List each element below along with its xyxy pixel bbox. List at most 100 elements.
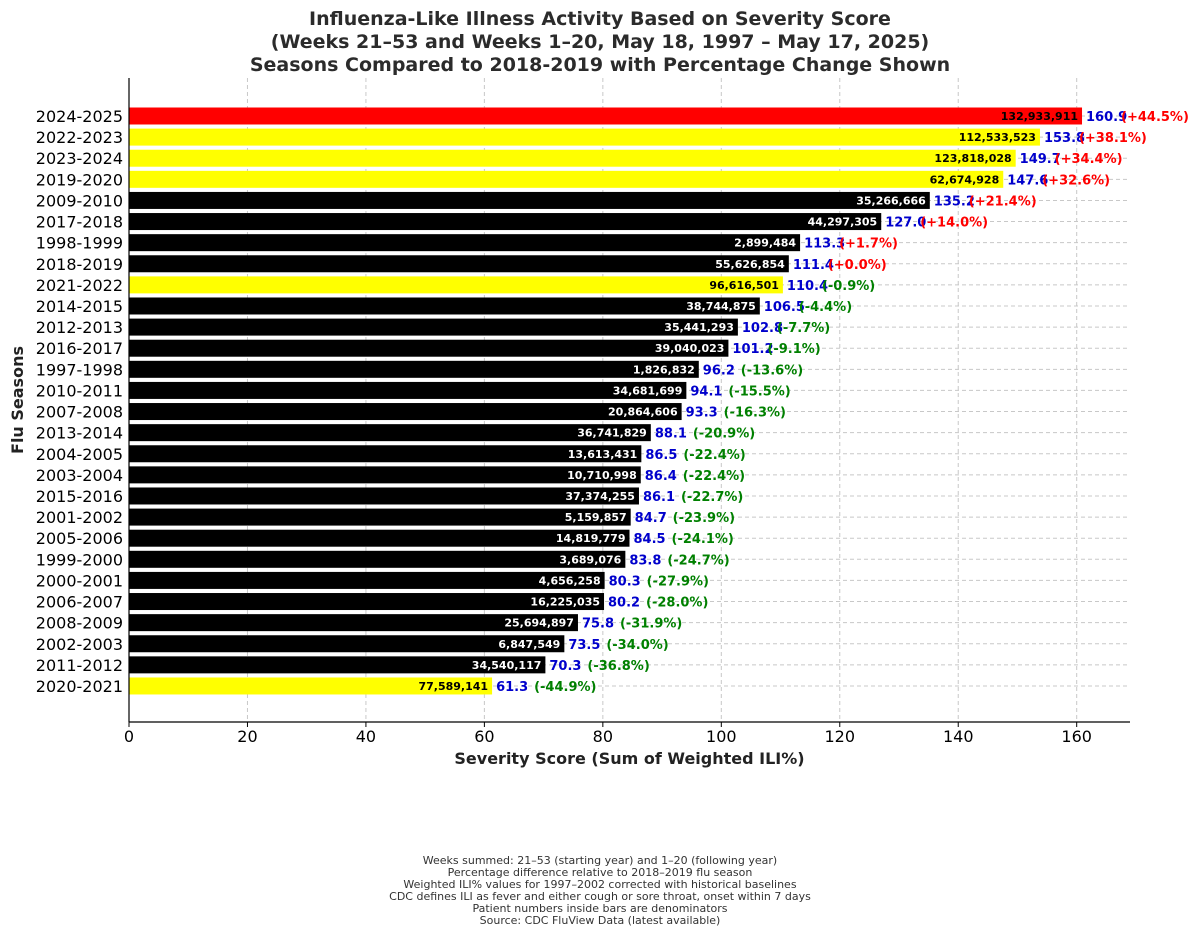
bar-2001-2002	[129, 508, 631, 526]
score-label: 96.2	[703, 363, 735, 378]
patients-label: 77,589,141	[418, 680, 488, 693]
pct-change-label: (+14.0%)	[920, 216, 988, 231]
patients-label: 25,694,897	[504, 617, 574, 630]
bar-2020-2021	[129, 677, 493, 695]
score-label: 160.9	[1086, 110, 1127, 125]
bar-2016-2017	[129, 339, 729, 357]
score-label: 127.0	[885, 216, 926, 231]
patients-label: 6,847,549	[498, 638, 560, 651]
patients-label: 44,297,305	[808, 216, 878, 229]
footnotes: Weeks summed: 21–53 (starting year) and …	[0, 855, 1200, 927]
pct-change-label: (-27.9%)	[647, 574, 709, 589]
x-tick-label: 140	[943, 727, 974, 746]
patients-label: 16,225,035	[530, 596, 600, 609]
bar-2018-2019	[129, 255, 789, 273]
y-tick-label: 1998-1999	[36, 234, 123, 253]
y-tick-label: 1999-2000	[36, 550, 123, 569]
chart-title-line-2: (Weeks 21–53 and Weeks 1–20, May 18, 199…	[270, 31, 930, 53]
patients-label: 10,710,998	[567, 469, 637, 482]
bar-2008-2009	[129, 614, 578, 632]
score-label: 113.3	[804, 237, 845, 252]
footnote-percentage: Percentage difference relative to 2018–2…	[447, 866, 753, 879]
y-axis-label: Flu Seasons	[8, 346, 27, 454]
y-tick-label: 2023-2024	[36, 149, 123, 168]
bar-2015-2016	[129, 487, 639, 505]
bar-chart: 132,933,911 160.9(+44.5%) 2024-2025 112,533…	[8, 78, 1189, 768]
y-tick-label: 2006-2007	[36, 593, 123, 612]
pct-change-label: (+38.1%)	[1079, 131, 1147, 146]
patients-label: 123,818,028	[934, 152, 1011, 165]
score-label: 93.3	[686, 406, 718, 421]
y-tick-label: 2020-2021	[36, 677, 123, 696]
bar-2014-2015	[129, 297, 760, 315]
pct-change-label: (-31.9%)	[620, 617, 682, 632]
bar-1998-1999	[129, 234, 801, 252]
pct-change-label: (-4.4%)	[799, 300, 852, 315]
y-tick-label: 2000-2001	[36, 571, 123, 590]
bar-2022-2023	[129, 128, 1040, 146]
patients-label: 34,681,699	[613, 384, 683, 397]
patients-label: 96,616,501	[709, 279, 779, 292]
score-label: 147.6	[1007, 173, 1048, 188]
bar-2004-2005	[129, 445, 642, 463]
bar-2003-2004	[129, 466, 641, 484]
patients-label: 36,741,829	[577, 427, 647, 440]
pct-change-label: (+44.5%)	[1121, 110, 1189, 125]
pct-change-label: (-9.1%)	[767, 342, 820, 357]
score-label: 84.5	[634, 532, 666, 547]
footnote-weighting: Weighted ILI% values for 1997–2002 corre…	[403, 878, 797, 891]
pct-change-label: (+21.4%)	[969, 194, 1037, 209]
score-label: 110.4	[787, 279, 828, 294]
score-label: 111.4	[793, 258, 834, 273]
patients-label: 37,374,255	[565, 490, 635, 503]
score-label: 106.5	[764, 300, 805, 315]
bar-1999-2000	[129, 550, 626, 568]
y-tick-label: 2010-2011	[36, 381, 123, 400]
y-tick-label: 2009-2010	[36, 191, 123, 210]
footnote-source: Source: CDC FluView Data (latest availab…	[479, 914, 721, 927]
footnote-weeks: Weeks summed: 21–53 (starting year) and …	[422, 854, 778, 867]
score-label: 73.5	[568, 638, 600, 653]
pct-change-label: (-36.8%)	[587, 659, 649, 674]
patients-label: 35,441,293	[664, 321, 734, 334]
bar-2023-2024	[129, 149, 1016, 167]
y-tick-label: 2003-2004	[36, 466, 123, 485]
y-tick-label: 2018-2019	[36, 255, 123, 274]
score-label: 101.2	[732, 342, 773, 357]
x-tick-label: 80	[593, 727, 613, 746]
score-label: 61.3	[496, 680, 528, 695]
pct-change-label: (-22.4%)	[683, 469, 745, 484]
score-label: 86.5	[645, 448, 677, 463]
y-tick-label: 2016-2017	[36, 339, 123, 358]
score-label: 135.2	[934, 194, 975, 209]
y-tick-label: 2007-2008	[36, 403, 123, 422]
pct-change-label: (-15.5%)	[728, 384, 790, 399]
patients-label: 62,674,928	[930, 173, 1000, 186]
x-tick-label: 40	[356, 727, 376, 746]
pct-change-label: (-44.9%)	[534, 680, 596, 695]
footnote-ili-definition: CDC defines ILI as fever and either coug…	[389, 890, 811, 903]
patients-label: 38,744,875	[686, 300, 756, 313]
y-tick-label: 2019-2020	[36, 170, 123, 189]
patients-label: 2,899,484	[734, 237, 796, 250]
y-tick-label: 2004-2005	[36, 445, 123, 464]
pct-change-label: (+0.0%)	[828, 258, 887, 273]
chart-title-line-3: Seasons Compared to 2018-2019 with Perce…	[249, 54, 951, 76]
y-tick-label: 2013-2014	[36, 424, 123, 443]
chart-title-line-1: Influenza-Like Illness Activity Based on…	[309, 8, 891, 30]
x-axis-label: Severity Score (Sum of Weighted ILI%)	[454, 749, 804, 768]
x-tick-label: 60	[474, 727, 494, 746]
bar-2007-2008	[129, 403, 682, 421]
pct-change-label: (-34.0%)	[606, 638, 668, 653]
pct-change-label: (-0.9%)	[822, 279, 875, 294]
pct-change-label: (-7.7%)	[777, 321, 830, 336]
patients-label: 13,613,431	[568, 448, 638, 461]
pct-change-label: (-23.9%)	[673, 511, 735, 526]
bar-2005-2006	[129, 529, 630, 547]
patients-label: 20,864,606	[608, 406, 678, 419]
bar-1997-1998	[129, 360, 699, 378]
bar-2013-2014	[129, 424, 651, 442]
patients-label: 5,159,857	[565, 511, 627, 524]
y-tick-label: 2022-2023	[36, 128, 123, 147]
y-tick-label: 2024-2025	[36, 107, 123, 126]
